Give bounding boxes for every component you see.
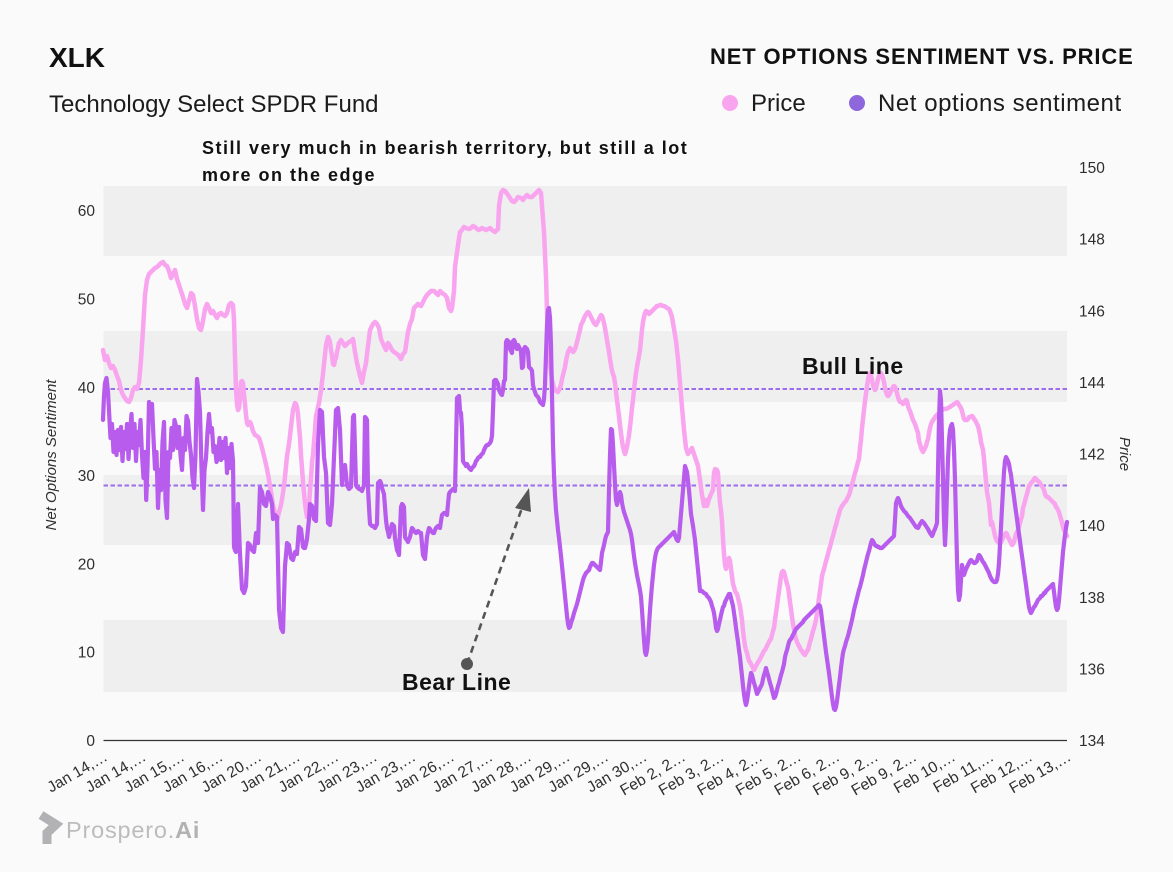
svg-text:10: 10 xyxy=(78,645,96,662)
svg-text:0: 0 xyxy=(86,733,95,750)
svg-text:Net Options Sentiment: Net Options Sentiment xyxy=(43,379,60,531)
svg-text:150: 150 xyxy=(1079,160,1105,177)
svg-text:60: 60 xyxy=(78,203,96,220)
svg-text:140: 140 xyxy=(1079,518,1105,535)
svg-text:134: 134 xyxy=(1079,733,1105,750)
svg-text:136: 136 xyxy=(1079,661,1105,678)
svg-text:50: 50 xyxy=(78,292,96,309)
svg-text:Price: Price xyxy=(1116,437,1133,471)
svg-text:30: 30 xyxy=(78,468,96,485)
svg-text:144: 144 xyxy=(1079,375,1105,392)
svg-text:Prospero.Ai: Prospero.Ai xyxy=(66,817,200,843)
svg-text:148: 148 xyxy=(1079,232,1105,249)
svg-text:138: 138 xyxy=(1079,590,1105,607)
svg-text:146: 146 xyxy=(1079,303,1105,320)
svg-text:142: 142 xyxy=(1079,447,1105,464)
svg-text:Bull Line: Bull Line xyxy=(802,353,904,379)
svg-text:Bear Line: Bear Line xyxy=(402,669,511,695)
svg-text:40: 40 xyxy=(78,380,96,397)
svg-text:20: 20 xyxy=(78,556,96,573)
